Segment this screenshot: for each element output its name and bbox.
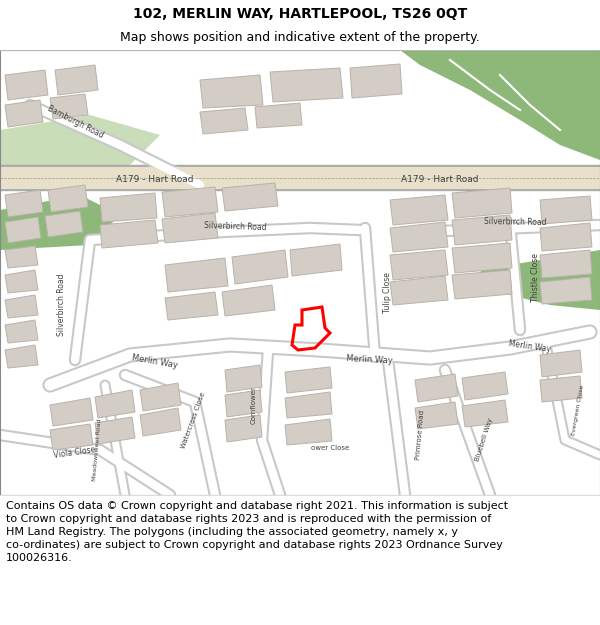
Polygon shape (165, 292, 218, 320)
Polygon shape (5, 246, 38, 268)
Polygon shape (5, 270, 38, 293)
Polygon shape (5, 100, 43, 127)
Polygon shape (50, 94, 88, 119)
Polygon shape (540, 250, 592, 278)
Polygon shape (540, 350, 582, 377)
Text: 102, MERLIN WAY, HARTLEPOOL, TS26 0QT: 102, MERLIN WAY, HARTLEPOOL, TS26 0QT (133, 7, 467, 21)
Polygon shape (540, 277, 592, 304)
Polygon shape (255, 103, 302, 128)
Polygon shape (390, 195, 448, 225)
Polygon shape (5, 70, 48, 100)
Polygon shape (400, 50, 600, 160)
Text: Silverbirch Road: Silverbirch Road (58, 274, 67, 336)
Polygon shape (452, 243, 512, 273)
Polygon shape (452, 270, 512, 299)
Polygon shape (540, 223, 592, 251)
Polygon shape (480, 250, 600, 310)
Polygon shape (222, 183, 278, 211)
Polygon shape (100, 193, 157, 222)
Polygon shape (0, 115, 160, 165)
Polygon shape (162, 213, 218, 243)
Text: A179 - Hart Road: A179 - Hart Road (401, 176, 479, 184)
Polygon shape (390, 250, 448, 280)
Polygon shape (200, 108, 248, 134)
Text: Thistle Close: Thistle Close (532, 254, 541, 302)
Polygon shape (5, 320, 38, 343)
Polygon shape (95, 417, 135, 444)
Polygon shape (452, 215, 512, 245)
Text: Merlin Way: Merlin Way (346, 354, 394, 366)
Polygon shape (415, 374, 458, 402)
Polygon shape (225, 390, 262, 417)
Text: Bluebell Way: Bluebell Way (474, 418, 494, 462)
Text: Merlin Way: Merlin Way (508, 339, 551, 354)
Polygon shape (200, 75, 263, 108)
Polygon shape (50, 398, 93, 426)
Text: ower Close: ower Close (311, 445, 349, 451)
Polygon shape (225, 365, 262, 392)
Polygon shape (350, 64, 402, 98)
Polygon shape (290, 244, 342, 276)
Polygon shape (165, 258, 228, 292)
Text: Meadowsweet Road: Meadowsweet Road (92, 419, 102, 481)
Text: Viola Close: Viola Close (53, 446, 97, 461)
Text: Bamburgh Road: Bamburgh Road (46, 104, 104, 140)
Polygon shape (540, 376, 582, 402)
Polygon shape (5, 295, 38, 318)
Polygon shape (45, 211, 83, 237)
Text: Watercress Close: Watercress Close (180, 391, 206, 449)
Polygon shape (5, 190, 43, 217)
Text: Map shows position and indicative extent of the property.: Map shows position and indicative extent… (120, 31, 480, 44)
Polygon shape (225, 415, 262, 442)
Polygon shape (50, 424, 93, 450)
Polygon shape (285, 392, 332, 418)
Polygon shape (5, 345, 38, 368)
Polygon shape (95, 390, 135, 418)
Polygon shape (285, 419, 332, 445)
Polygon shape (140, 383, 181, 411)
Polygon shape (0, 195, 120, 250)
Text: A179 - Hart Road: A179 - Hart Road (116, 176, 194, 184)
Polygon shape (5, 217, 41, 243)
Polygon shape (462, 400, 508, 427)
Text: Tulip Close: Tulip Close (383, 272, 392, 314)
Polygon shape (452, 188, 512, 218)
Polygon shape (462, 372, 508, 400)
Polygon shape (415, 402, 458, 429)
Polygon shape (285, 367, 332, 393)
Polygon shape (390, 276, 448, 305)
Text: Evergreen Close: Evergreen Close (571, 384, 585, 436)
Polygon shape (540, 196, 592, 224)
Polygon shape (232, 250, 288, 284)
Polygon shape (48, 185, 88, 212)
Text: Contains OS data © Crown copyright and database right 2021. This information is : Contains OS data © Crown copyright and d… (6, 501, 508, 563)
Polygon shape (270, 68, 343, 102)
Text: Primrose Road: Primrose Road (415, 410, 425, 460)
Text: Silverbirch Road: Silverbirch Road (203, 221, 266, 232)
Polygon shape (55, 65, 98, 95)
Polygon shape (100, 220, 158, 248)
Text: Cornflower: Cornflower (251, 386, 257, 424)
Polygon shape (162, 187, 218, 217)
Polygon shape (140, 408, 181, 436)
Polygon shape (222, 285, 275, 316)
Text: Merlin Way: Merlin Way (131, 354, 179, 371)
Polygon shape (390, 222, 448, 252)
Text: Silverbirch Road: Silverbirch Road (484, 217, 547, 227)
